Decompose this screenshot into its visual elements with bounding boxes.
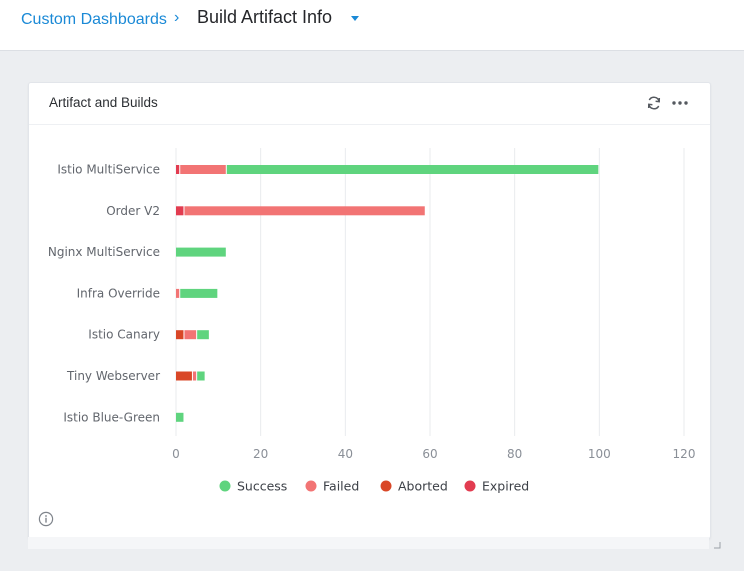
legend-label-expired: Expired xyxy=(482,479,529,494)
x-tick-label: 60 xyxy=(422,447,437,461)
more-options-icon[interactable] xyxy=(671,95,689,111)
bar-success xyxy=(176,412,184,422)
bar-success xyxy=(176,247,226,257)
legend-label-failed: Failed xyxy=(323,479,359,494)
legend-label-success: Success xyxy=(237,479,287,494)
bar-expired xyxy=(176,206,184,216)
x-tick-label: 0 xyxy=(172,447,180,461)
breadcrumb-separator-icon: › xyxy=(174,9,180,26)
bar-success xyxy=(180,288,218,298)
category-label: Tiny Webserver xyxy=(66,369,160,383)
legend-label-aborted: Aborted xyxy=(398,479,448,494)
legend-marker-success xyxy=(219,480,231,492)
bar-aborted xyxy=(176,371,192,381)
top-header: Custom Dashboards › Build Artifact Info xyxy=(0,0,744,51)
x-tick-label: 100 xyxy=(588,447,611,461)
title-dropdown-caret-icon[interactable] xyxy=(351,16,359,21)
bar-failed xyxy=(176,288,180,298)
legend-marker-failed xyxy=(305,480,317,492)
widget-header-divider xyxy=(29,124,710,125)
info-icon[interactable] xyxy=(38,511,54,527)
x-tick-label: 120 xyxy=(673,447,696,461)
x-tick-label: 80 xyxy=(507,447,522,461)
resize-handle-icon[interactable] xyxy=(713,541,721,549)
widget-title: Artifact and Builds xyxy=(49,95,158,110)
category-label: Order V2 xyxy=(106,204,160,218)
widget-bottom-strip xyxy=(28,537,709,549)
x-tick-label: 40 xyxy=(338,447,353,461)
artifact-builds-widget: Artifact and Builds xyxy=(28,82,711,539)
category-label: Nginx MultiService xyxy=(48,245,160,259)
bar-success xyxy=(197,371,205,381)
artifact-builds-chart: 0 20 40 60 80 100 120 Istio MultiService Order V… xyxy=(48,148,696,494)
breadcrumb-custom-dashboards[interactable]: Custom Dashboards xyxy=(21,11,167,28)
bar-failed xyxy=(184,330,197,340)
bar-aborted xyxy=(176,330,184,340)
bar-expired xyxy=(176,165,180,174)
bar-success xyxy=(226,165,599,174)
category-label: Istio Blue-Green xyxy=(63,410,160,424)
bar-failed xyxy=(192,371,197,381)
legend-marker-expired xyxy=(464,480,476,492)
x-tick-label: 20 xyxy=(253,447,268,461)
bar-failed xyxy=(184,206,425,216)
page-title: Build Artifact Info xyxy=(197,7,333,27)
legend-marker-aborted xyxy=(380,480,392,492)
category-label: Infra Override xyxy=(77,286,160,300)
refresh-icon[interactable] xyxy=(646,95,662,111)
bar-failed xyxy=(180,165,226,174)
category-label: Istio Canary xyxy=(88,328,160,342)
bar-success xyxy=(197,330,209,340)
category-label: Istio MultiService xyxy=(57,163,160,177)
